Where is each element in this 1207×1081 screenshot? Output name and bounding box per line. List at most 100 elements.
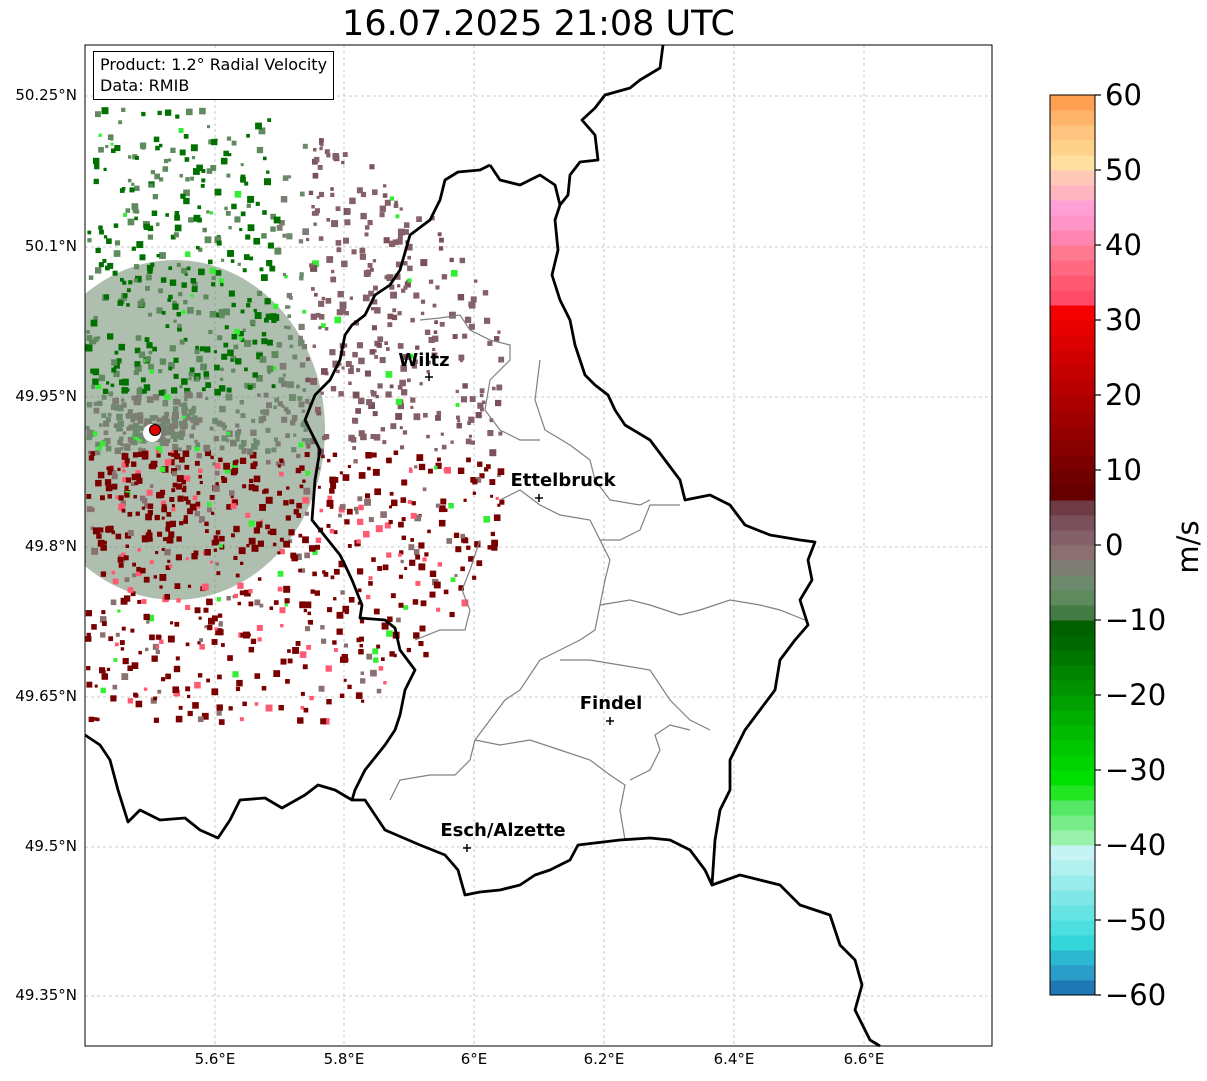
echo-pixel	[114, 405, 120, 411]
echo-pixel	[345, 361, 352, 367]
echo-pixel	[237, 582, 244, 589]
echo-pixel	[196, 504, 201, 509]
echo-pixel	[259, 519, 263, 523]
echo-pixel	[136, 477, 143, 484]
echo-pixel	[253, 308, 257, 313]
echo-pixel	[141, 453, 149, 460]
echo-pixel	[201, 583, 209, 591]
echo-pixel	[194, 511, 200, 517]
echo-pixel	[472, 479, 478, 485]
echo-pixel	[246, 133, 250, 138]
echo-pixel	[289, 344, 294, 349]
echo-pixel	[431, 352, 438, 359]
echo-pixel	[102, 621, 107, 626]
echo-pixel	[344, 519, 350, 525]
esch-alzette-marker	[463, 844, 471, 852]
echo-pixel	[192, 495, 198, 501]
echo-pixel	[88, 716, 94, 723]
colorbar-band	[1050, 275, 1095, 291]
echo-pixel	[389, 384, 394, 389]
echo-pixel	[320, 625, 325, 630]
echo-pixel	[358, 430, 365, 437]
echo-pixel	[397, 235, 403, 241]
echo-pixel	[470, 296, 477, 303]
echo-pixel	[284, 325, 288, 329]
echo-pixel	[285, 409, 291, 415]
echo-pixel	[120, 647, 125, 651]
echo-pixel	[107, 413, 112, 417]
echo-pixel	[466, 457, 471, 463]
echo-pixel	[161, 547, 165, 551]
echo-pixel	[419, 625, 426, 632]
echo-pixel	[353, 459, 358, 464]
echo-pixel	[172, 471, 177, 477]
echo-pixel	[403, 222, 410, 228]
echo-pixel	[213, 548, 217, 552]
echo-pixel	[234, 216, 241, 223]
echo-pixel	[397, 343, 404, 349]
echo-pixel	[285, 515, 291, 521]
echo-pixel	[312, 172, 319, 179]
echo-pixel	[401, 479, 408, 486]
echo-pixel	[321, 296, 326, 301]
echo-pixel	[236, 679, 243, 687]
echo-pixel	[293, 509, 299, 515]
echo-pixel	[152, 346, 157, 352]
echo-pixel	[299, 362, 306, 368]
echo-pixel	[364, 370, 371, 377]
echo-pixel	[463, 498, 467, 502]
echo-pixel	[325, 665, 332, 672]
echo-pixel	[351, 249, 357, 255]
echo-pixel	[269, 265, 276, 272]
echo-pixel	[219, 543, 223, 548]
echo-pixel	[266, 170, 270, 174]
echo-pixel	[495, 399, 502, 407]
echo-pixel	[86, 632, 91, 638]
echo-pixel	[358, 504, 364, 511]
echo-pixel	[183, 515, 188, 520]
echo-pixel	[87, 230, 92, 235]
echo-pixel	[172, 406, 179, 412]
echo-pixel	[350, 365, 354, 369]
echo-pixel	[180, 193, 186, 199]
echo-pixel	[190, 294, 194, 298]
echo-pixel	[248, 601, 254, 607]
echo-pixel	[147, 529, 152, 534]
echo-pixel	[337, 291, 344, 298]
echo-pixel	[183, 189, 190, 197]
echo-pixel	[185, 499, 191, 505]
echo-pixel	[315, 544, 320, 550]
colorbar-tick-label: −50	[1105, 903, 1167, 937]
echo-pixel	[252, 372, 258, 378]
ettelbruck-marker	[535, 494, 543, 502]
echo-pixel	[309, 263, 314, 268]
echo-pixel	[158, 143, 163, 148]
echo-pixel	[101, 394, 107, 400]
echo-pixel	[167, 635, 175, 643]
echo-pixel	[194, 607, 201, 614]
echo-pixel	[230, 259, 235, 263]
echo-pixel	[213, 538, 218, 543]
echo-pixel	[267, 242, 274, 249]
echo-pixel	[139, 432, 144, 437]
echo-pixel	[144, 418, 150, 424]
echo-pixel	[344, 311, 349, 316]
echo-pixel	[259, 267, 264, 272]
echo-pixel	[162, 537, 167, 542]
echo-pixel	[172, 419, 179, 426]
echo-pixel	[304, 552, 310, 559]
echo-pixel	[235, 409, 240, 414]
echo-pixel	[321, 638, 327, 644]
echo-pixel	[238, 547, 246, 555]
echo-pixel	[320, 143, 324, 147]
echo-pixel	[169, 279, 177, 286]
echo-pixel	[162, 400, 169, 407]
echo-pixel	[192, 702, 199, 709]
echo-pixel	[261, 338, 268, 345]
echo-pixel	[320, 391, 324, 395]
echo-pixel	[371, 452, 377, 458]
echo-pixel	[371, 307, 375, 311]
echo-pixel	[153, 136, 160, 143]
echo-pixel	[101, 107, 109, 115]
echo-pixel	[389, 284, 395, 290]
